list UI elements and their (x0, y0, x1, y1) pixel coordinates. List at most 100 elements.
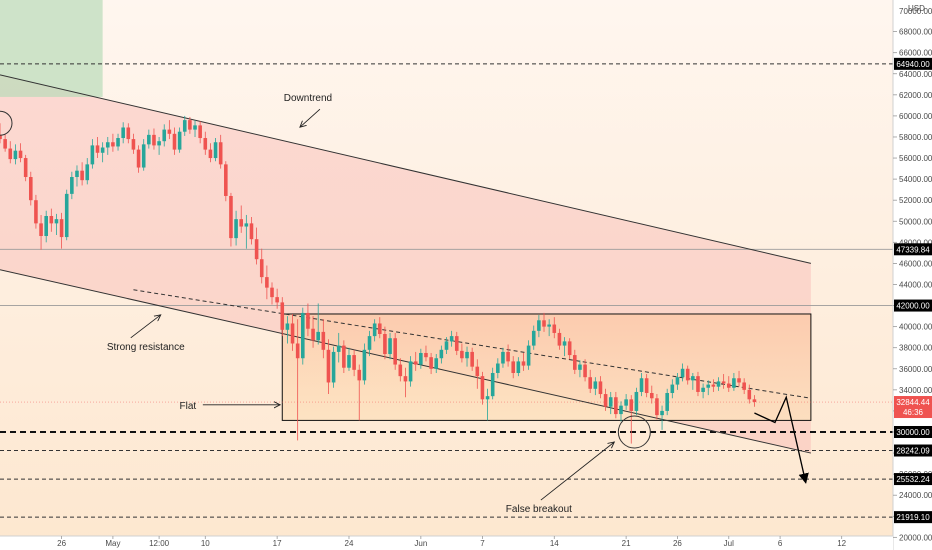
candle-body (424, 352, 428, 358)
annotation-strong-resistance[interactable]: Strong resistance (107, 342, 185, 353)
level-label-box[interactable] (894, 243, 932, 256)
candle-body (598, 381, 603, 395)
candle-body (182, 120, 187, 132)
candle-body (249, 223, 254, 240)
candle-body (208, 149, 213, 159)
false-breakout-circle[interactable] (617, 415, 651, 449)
level-label-box[interactable] (894, 299, 932, 312)
candle-body (172, 133, 177, 150)
y-tick-label: 66000.00 (899, 49, 932, 58)
candle-body (542, 320, 546, 327)
candle-body (64, 193, 69, 238)
candle-body (95, 145, 100, 153)
candle-body (383, 334, 387, 355)
candle-body (726, 383, 731, 388)
level-label-text: 47339.84 (896, 245, 930, 254)
candle-body (629, 399, 634, 411)
candle-body (70, 177, 74, 194)
level-label-box[interactable] (894, 444, 932, 457)
price-axis-background[interactable] (893, 0, 932, 550)
candle-body (552, 324, 557, 333)
green-zone-box[interactable] (0, 0, 103, 97)
candle-body (167, 129, 172, 134)
level-label-box[interactable] (894, 57, 932, 70)
candle-body (347, 355, 351, 368)
candle-body (54, 219, 59, 224)
x-tick-label: 12 (837, 539, 846, 548)
x-tick-label: Jun (414, 539, 427, 548)
level-label-box[interactable] (894, 511, 932, 524)
level-label-text: 64940.00 (896, 60, 930, 69)
candle-body (372, 323, 377, 337)
flat-range-box[interactable] (281, 313, 812, 421)
candle-body (80, 170, 84, 181)
candle-body (506, 351, 510, 362)
annotation-downtrend[interactable]: Downtrend (284, 93, 332, 104)
candle-body (280, 302, 285, 330)
candle-body (362, 349, 367, 381)
left-edge-circle[interactable] (0, 110, 13, 136)
level-label-box[interactable] (894, 425, 932, 438)
annotation-false-breakout[interactable]: False breakout (506, 504, 572, 515)
candle-body (403, 376, 408, 382)
candle-body (147, 134, 151, 145)
current-price-label-box[interactable] (894, 396, 932, 419)
candle-body (465, 351, 469, 359)
channel-upper-line[interactable] (0, 74, 811, 264)
level-label-text: 21919.10 (896, 513, 930, 522)
downtrend-pointer-arrow (300, 108, 321, 127)
candle-body (603, 394, 608, 407)
level-label-text: 28242.09 (896, 447, 930, 456)
candle-body (408, 361, 413, 382)
candle-body (685, 368, 690, 381)
x-tick-label: 12:00 (149, 539, 170, 548)
bar-countdown-label: 46:36 (903, 408, 924, 417)
candle-body (90, 145, 95, 165)
candle-body (162, 129, 167, 142)
candle-body (619, 405, 623, 415)
candle-body (475, 366, 480, 377)
candle-body (229, 195, 233, 239)
channel-lower-line[interactable] (0, 269, 811, 454)
x-tick-label: 26 (673, 539, 682, 548)
y-tick-label: 60000.00 (899, 112, 932, 121)
candle-body (342, 345, 346, 368)
candle-body (136, 149, 141, 168)
x-tick-label: 10 (201, 539, 210, 548)
x-tick-label: 14 (550, 539, 559, 548)
candle-body (696, 376, 700, 392)
candle-body (295, 343, 300, 359)
candle-body (75, 170, 79, 178)
candle-body (419, 352, 423, 365)
candle-body (706, 384, 711, 388)
candle-body (675, 377, 680, 385)
candle-body (490, 372, 495, 397)
y-tick-label: 62000.00 (899, 91, 932, 100)
level-label-text: 42000.00 (896, 302, 930, 311)
candle-body (460, 350, 464, 359)
candle-body (100, 147, 105, 153)
candle-body (28, 177, 33, 201)
x-tick-label: 24 (345, 539, 354, 548)
strong-resistance-line[interactable] (133, 289, 811, 399)
candle-body (352, 355, 356, 370)
candle-body (213, 142, 218, 159)
candle-body (583, 364, 587, 378)
time-axis-background[interactable] (0, 536, 893, 550)
annotation-flat[interactable]: Flat (180, 401, 197, 412)
level-label-box[interactable] (894, 473, 932, 486)
candle-body (270, 287, 274, 298)
candle-body (367, 336, 372, 350)
projection-arrow[interactable] (754, 395, 809, 484)
candle-body (290, 323, 295, 344)
candle-body (218, 142, 223, 165)
candle-body (660, 410, 664, 416)
candle-body (737, 378, 741, 383)
candle-body (331, 351, 336, 383)
candle-body (752, 399, 757, 403)
candle-body (449, 336, 454, 342)
candle-body (3, 139, 7, 149)
candle-body (665, 393, 669, 411)
